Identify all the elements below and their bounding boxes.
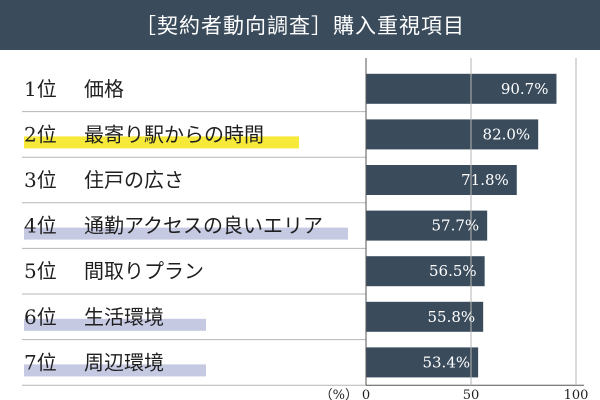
value-label: 57.7% bbox=[432, 217, 480, 235]
value-label: 90.7% bbox=[501, 80, 549, 98]
category-label: 最寄り駅からの時間 bbox=[84, 122, 264, 146]
rank-label: 5位 bbox=[24, 259, 57, 283]
bar bbox=[366, 73, 557, 104]
value-label: 71.8% bbox=[461, 171, 509, 189]
value-label: 82.0% bbox=[483, 125, 531, 143]
unit-label: （%） bbox=[320, 388, 358, 400]
x-tick-label: 0 bbox=[362, 388, 370, 400]
category-label: 住戸の広さ bbox=[84, 168, 184, 192]
category-label: 生活環境 bbox=[84, 305, 164, 329]
x-tick-label: 100 bbox=[564, 388, 589, 400]
x-tick-label: 50 bbox=[463, 388, 480, 400]
category-label: 通勤アクセスの良いエリア bbox=[84, 214, 323, 238]
label-highlight bbox=[24, 136, 299, 149]
label-highlight bbox=[24, 227, 348, 240]
bar bbox=[366, 165, 517, 195]
value-label: 56.5% bbox=[429, 262, 477, 280]
label-highlight bbox=[24, 318, 206, 331]
category-label: 周辺環境 bbox=[84, 350, 164, 374]
category-label: 間取りプラン bbox=[84, 259, 204, 283]
rank-label: 7位 bbox=[24, 350, 57, 374]
chart-title: ［契約者動向調査］購入重視項目 bbox=[0, 0, 600, 50]
value-label: 53.4% bbox=[422, 353, 470, 371]
value-label: 55.8% bbox=[428, 308, 476, 326]
rank-label: 6位 bbox=[24, 305, 57, 329]
bar bbox=[366, 210, 488, 241]
rank-label: 3位 bbox=[24, 168, 57, 192]
bar bbox=[366, 256, 485, 287]
rank-label: 1位 bbox=[24, 77, 57, 101]
category-label: 価格 bbox=[84, 77, 124, 101]
rank-label: 4位 bbox=[24, 214, 57, 238]
bar bbox=[366, 301, 484, 332]
label-highlight bbox=[24, 364, 206, 377]
rank-label: 2位 bbox=[24, 122, 57, 146]
bar bbox=[366, 119, 539, 150]
bar bbox=[366, 347, 479, 378]
